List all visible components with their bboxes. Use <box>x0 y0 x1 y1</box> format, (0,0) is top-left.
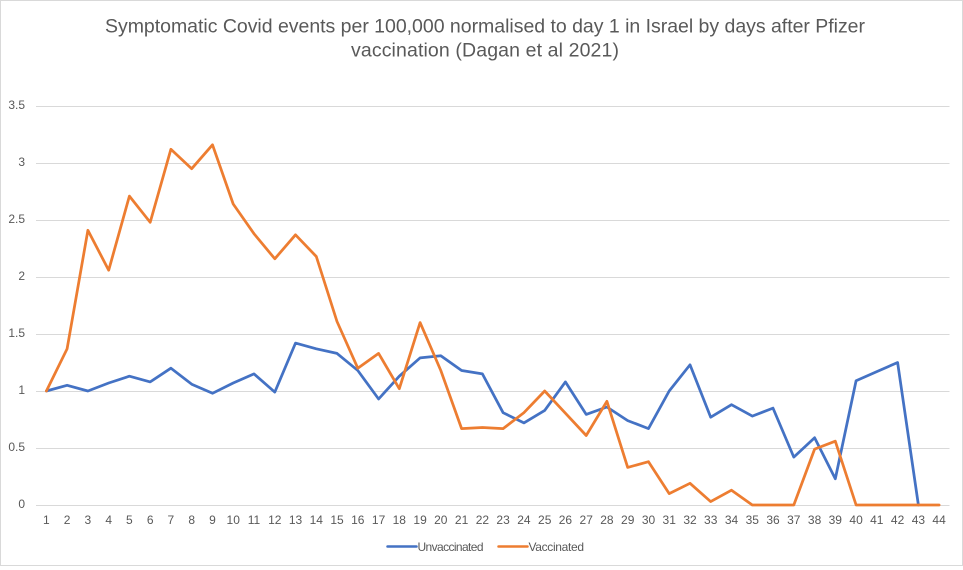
svg-text:11: 11 <box>248 513 261 527</box>
svg-text:14: 14 <box>310 513 324 527</box>
svg-text:32: 32 <box>683 513 697 527</box>
svg-text:37: 37 <box>787 513 801 527</box>
svg-text:5: 5 <box>126 513 133 527</box>
svg-text:36: 36 <box>766 513 780 527</box>
svg-text:40: 40 <box>849 513 863 527</box>
svg-text:38: 38 <box>808 513 822 527</box>
svg-text:13: 13 <box>289 513 303 527</box>
svg-text:43: 43 <box>912 513 926 527</box>
svg-text:6: 6 <box>147 513 154 527</box>
svg-text:1: 1 <box>18 383 25 397</box>
svg-text:2.5: 2.5 <box>8 212 25 226</box>
svg-text:28: 28 <box>600 513 614 527</box>
svg-text:33: 33 <box>704 513 718 527</box>
svg-text:15: 15 <box>330 513 344 527</box>
svg-text:9: 9 <box>209 513 216 527</box>
svg-text:20: 20 <box>434 513 448 527</box>
svg-text:0: 0 <box>18 497 25 511</box>
svg-text:Symptomatic Covid events per 1: Symptomatic Covid events per 100,000 nor… <box>105 16 866 38</box>
svg-text:41: 41 <box>870 513 884 527</box>
svg-text:3: 3 <box>85 513 92 527</box>
svg-text:18: 18 <box>393 513 407 527</box>
svg-text:29: 29 <box>621 513 635 527</box>
svg-text:21: 21 <box>455 513 469 527</box>
svg-text:4: 4 <box>105 513 112 527</box>
svg-text:31: 31 <box>663 513 677 527</box>
svg-text:7: 7 <box>168 513 175 527</box>
svg-text:34: 34 <box>725 513 739 527</box>
svg-text:3.5: 3.5 <box>8 98 25 112</box>
svg-text:35: 35 <box>746 513 760 527</box>
svg-text:1: 1 <box>43 513 50 527</box>
svg-text:26: 26 <box>559 513 573 527</box>
svg-text:vaccination (Dagan et al 2021): vaccination (Dagan et al 2021) <box>351 40 619 62</box>
svg-text:42: 42 <box>891 513 905 527</box>
svg-text:3: 3 <box>18 155 25 169</box>
svg-text:44: 44 <box>932 513 946 527</box>
svg-text:17: 17 <box>372 513 386 527</box>
svg-text:0.5: 0.5 <box>8 440 25 454</box>
svg-text:10: 10 <box>227 513 241 527</box>
svg-text:24: 24 <box>517 513 531 527</box>
svg-text:12: 12 <box>268 513 282 527</box>
svg-text:2: 2 <box>18 269 25 283</box>
svg-text:2: 2 <box>64 513 71 527</box>
svg-text:27: 27 <box>580 513 594 527</box>
svg-text:Vaccinated: Vaccinated <box>529 540 585 554</box>
svg-text:30: 30 <box>642 513 656 527</box>
svg-text:23: 23 <box>496 513 510 527</box>
svg-text:16: 16 <box>351 513 365 527</box>
svg-text:25: 25 <box>538 513 552 527</box>
svg-text:1.5: 1.5 <box>8 326 25 340</box>
svg-text:19: 19 <box>413 513 427 527</box>
svg-text:39: 39 <box>829 513 843 527</box>
svg-text:8: 8 <box>188 513 195 527</box>
svg-text:22: 22 <box>476 513 490 527</box>
svg-text:Unvaccinated: Unvaccinated <box>418 540 484 554</box>
